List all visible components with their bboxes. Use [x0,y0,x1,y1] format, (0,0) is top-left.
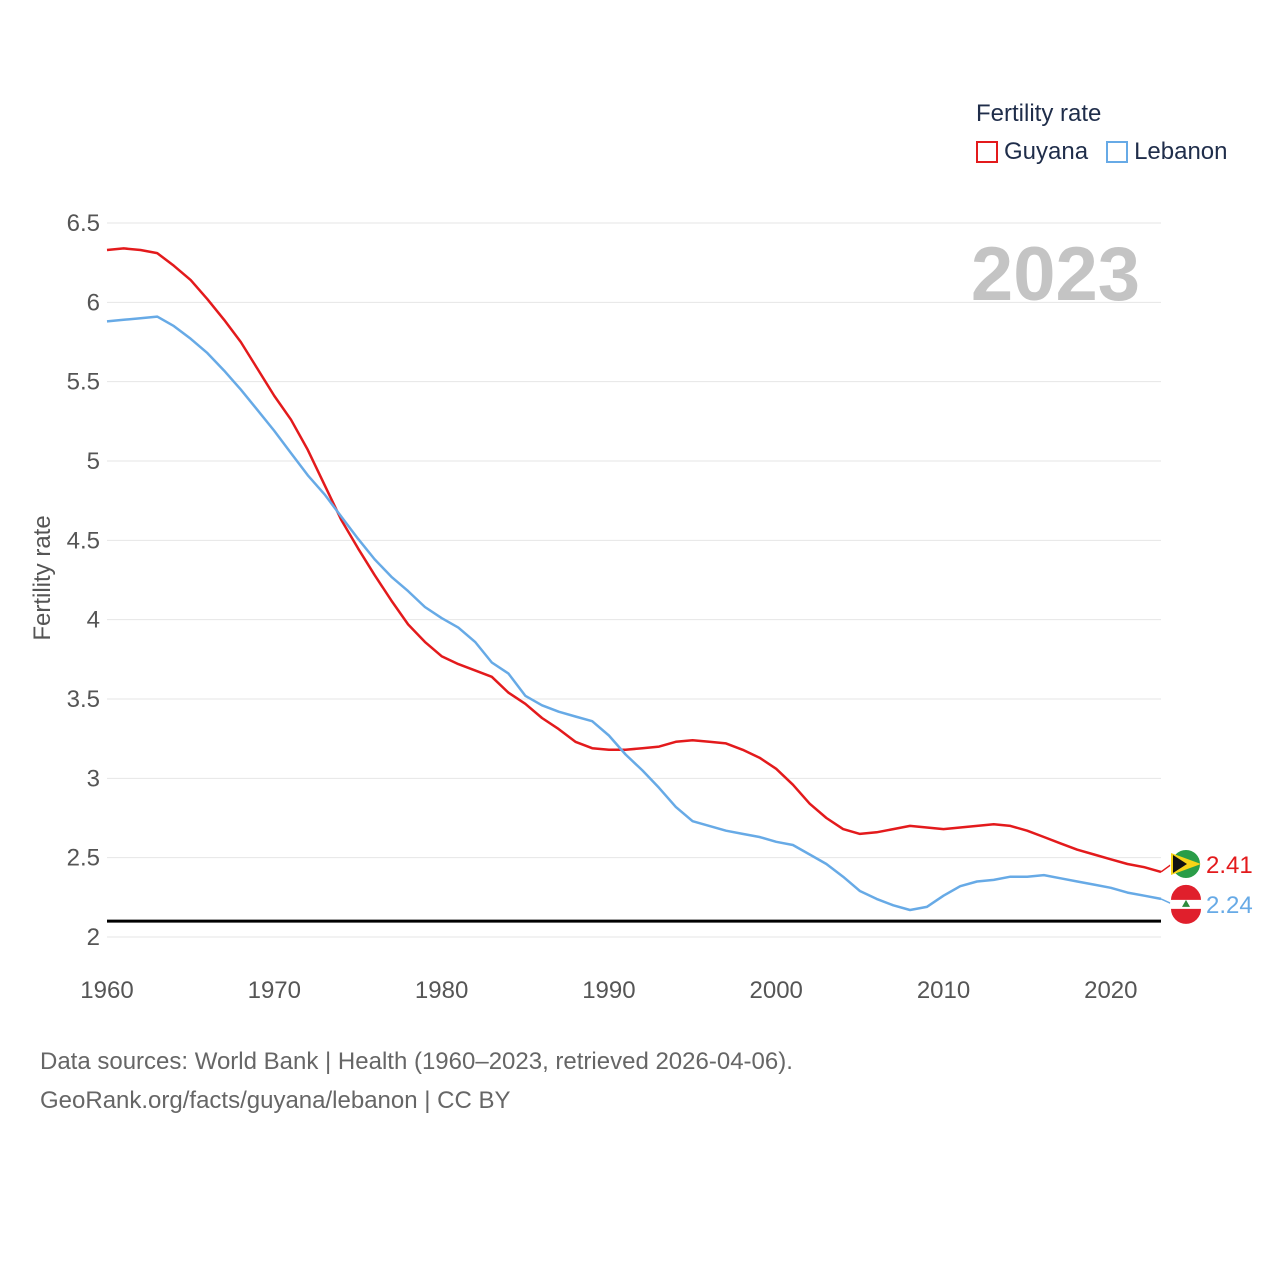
end-value-label-guyana: 2.41 [1206,852,1253,879]
flag-icon-lebanon-bottom [1171,908,1201,924]
legend: Fertility rate Guyana Lebanon [976,100,1246,166]
x-tick-label-1970: 1970 [248,977,301,1004]
end-value-label-lebanon: 2.24 [1206,892,1253,919]
legend-swatch-lebanon [1106,141,1129,163]
y-axis-label: Fertility rate [29,515,56,640]
x-tick-label-2000: 2000 [750,977,803,1004]
source-link[interactable]: GeoRank.org/facts/guyana/lebanon | CC BY [40,1087,511,1114]
x-tick-label-1980: 1980 [415,977,468,1004]
source-line: Data sources: World Bank | Health (1960–… [40,1048,793,1075]
y-tick-label-6: 6 [87,289,100,316]
legend-item-guyana[interactable]: Guyana [976,138,1088,166]
y-tick-label-4: 4 [87,607,100,634]
x-tick-label-2010: 2010 [917,977,970,1004]
legend-swatch-guyana [976,141,998,163]
source-note: Data sources: World Bank | Health (1960–… [40,1042,793,1120]
flag-icon-guyana-inner [1173,854,1187,873]
y-tick-label-2.5: 2.5 [67,845,100,872]
series-line-guyana [106,247,1162,874]
y-tick-label-4.5: 4.5 [67,527,100,554]
y-tick-label-2: 2 [87,924,100,951]
flag-icon-lebanon-top [1171,884,1201,900]
y-tick-label-6.5: 6.5 [67,210,100,237]
legend-label-guyana: Guyana [1004,138,1089,165]
x-tick-label-1960: 1960 [80,977,133,1004]
series-line-lebanon [106,315,1162,912]
legend-label-lebanon: Lebanon [1134,138,1228,165]
flag-icon-lebanon-cedar [1182,899,1190,907]
y-tick-label-5: 5 [87,448,100,475]
year-watermark: 2023 [971,232,1140,317]
legend-title: Fertility rate [976,100,1102,127]
x-tick-label-1990: 1990 [582,977,635,1004]
y-tick-label-3.5: 3.5 [67,686,100,713]
legend-item-lebanon[interactable]: Lebanon [1106,138,1228,166]
y-tick-label-3: 3 [87,765,100,792]
y-tick-label-5.5: 5.5 [67,369,100,396]
x-tick-label-2020: 2020 [1084,977,1137,1004]
